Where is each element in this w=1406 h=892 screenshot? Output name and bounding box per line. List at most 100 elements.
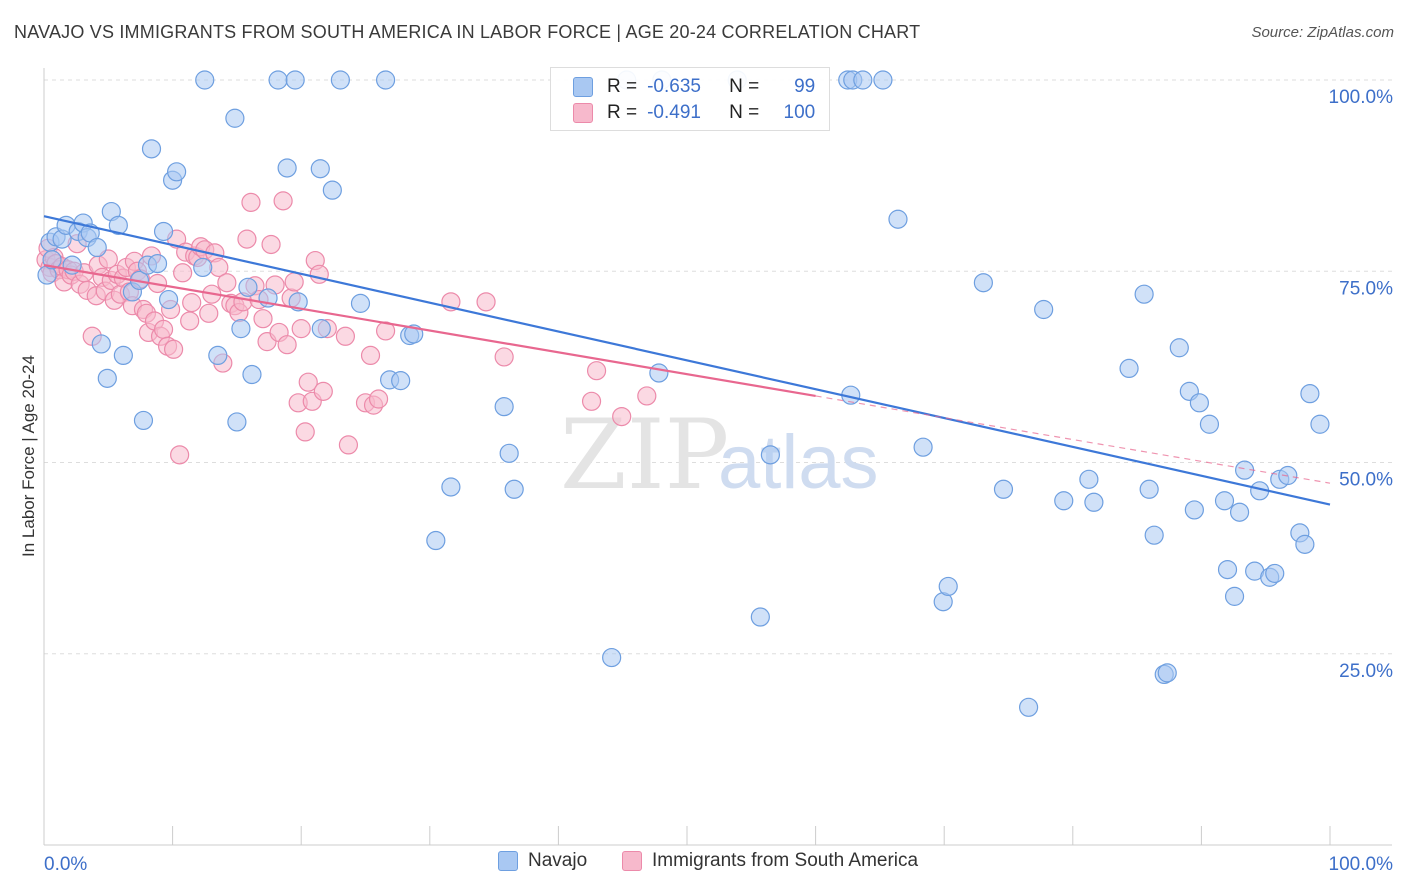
south-america-trend-extension bbox=[815, 395, 1331, 484]
stats-row-navajo: R = -0.635 N = 99 bbox=[573, 76, 815, 98]
south-america-point bbox=[253, 309, 273, 329]
south-america-point bbox=[309, 264, 329, 284]
south-america-trend-line bbox=[43, 264, 816, 398]
south-america-point bbox=[199, 303, 219, 323]
navajo-point bbox=[649, 363, 669, 383]
navajo-point bbox=[1224, 586, 1245, 606]
navajo-point bbox=[1199, 414, 1220, 434]
navajo-point bbox=[195, 70, 215, 90]
legend-label-south-america: Immigrants from South America bbox=[652, 850, 919, 871]
navajo-point bbox=[87, 237, 107, 258]
y-tick-label: 100.0% bbox=[1329, 87, 1394, 108]
navajo-point bbox=[888, 209, 908, 229]
chart-title: NAVAJO VS IMMIGRANTS FROM SOUTH AMERICA … bbox=[14, 22, 921, 42]
stats-legend: R = -0.635 N = 99 R = -0.491 N = 100 bbox=[550, 67, 830, 131]
navajo-point bbox=[426, 530, 446, 551]
y-tick-label: 75.0% bbox=[1339, 278, 1393, 299]
navajo-point bbox=[499, 443, 519, 463]
south-america-point bbox=[164, 339, 184, 359]
navajo-point bbox=[42, 250, 62, 270]
navajo-point bbox=[1157, 663, 1177, 683]
navajo-point bbox=[391, 371, 411, 391]
navajo-r-value: -0.635 bbox=[647, 76, 701, 97]
axes bbox=[43, 68, 1392, 846]
navajo-legend-swatch bbox=[498, 851, 518, 871]
south-america-point bbox=[217, 273, 237, 293]
navajo-point bbox=[750, 607, 770, 627]
source-label: Source: ZipAtlas.com bbox=[1251, 24, 1394, 41]
navajo-point bbox=[1295, 534, 1315, 554]
tick-labels: 25.0% 50.0% 75.0% 100.0% 0.0% 100.0% In Labor … bbox=[19, 87, 1393, 875]
navajo-point bbox=[91, 334, 111, 354]
navajo-point bbox=[1144, 525, 1164, 545]
south-america-point bbox=[182, 293, 202, 313]
legend-label-navajo: Navajo bbox=[528, 850, 588, 871]
navajo-point bbox=[350, 293, 371, 313]
navajo-point bbox=[913, 437, 933, 457]
x-tick-label-min: 0.0% bbox=[44, 854, 87, 875]
navajo-n-value: 99 bbox=[794, 76, 816, 97]
south-america-point bbox=[153, 319, 174, 339]
navajo-point bbox=[1119, 358, 1139, 379]
south-america-point bbox=[241, 192, 261, 212]
navajo-point bbox=[97, 368, 117, 388]
navajo-point bbox=[242, 364, 262, 385]
y-tick-label: 25.0% bbox=[1339, 661, 1393, 682]
n-label: N = bbox=[729, 76, 760, 97]
navajo-point bbox=[1229, 502, 1250, 522]
navajo-point bbox=[873, 70, 893, 90]
navajo-point bbox=[602, 647, 622, 668]
n-label: N = bbox=[729, 102, 760, 123]
trend-lines bbox=[43, 215, 1331, 506]
data-points bbox=[36, 70, 1330, 717]
chart-legend: Navajo Immigrants from South America bbox=[0, 850, 1406, 880]
navajo-point bbox=[225, 108, 245, 128]
navajo-swatch bbox=[573, 77, 593, 97]
navajo-point bbox=[1310, 414, 1330, 434]
navajo-point bbox=[1300, 384, 1320, 404]
legend-item-navajo[interactable]: Navajo bbox=[498, 850, 587, 872]
navajo-point bbox=[277, 158, 297, 178]
navajo-point bbox=[1134, 284, 1154, 304]
south-america-point bbox=[170, 445, 190, 465]
south-america-r-value: -0.491 bbox=[647, 102, 701, 123]
south-america-point bbox=[237, 229, 257, 249]
navajo-point bbox=[322, 180, 342, 200]
south-america-point bbox=[180, 311, 200, 331]
watermark-zip: ZIP bbox=[560, 399, 729, 511]
navajo-point bbox=[167, 162, 187, 182]
watermark-atlas: atlas bbox=[718, 420, 879, 505]
y-axis-title: In Labor Force | Age 20-24 bbox=[19, 355, 38, 557]
south-america-n-value: 100 bbox=[783, 102, 816, 123]
navajo-point bbox=[268, 70, 288, 90]
r-label: R = bbox=[607, 76, 638, 97]
navajo-point bbox=[1018, 697, 1039, 717]
south-america-point bbox=[291, 319, 311, 339]
navajo-point bbox=[285, 70, 305, 90]
navajo-point bbox=[153, 221, 174, 242]
south-america-point bbox=[612, 407, 632, 427]
south-america-point bbox=[360, 345, 381, 365]
navajo-point bbox=[853, 70, 873, 90]
south-america-point bbox=[375, 321, 396, 341]
navajo-point bbox=[231, 319, 251, 339]
navajo-point bbox=[141, 139, 162, 159]
south-america-point bbox=[277, 335, 297, 355]
navajo-point bbox=[441, 477, 461, 497]
south-america-point bbox=[637, 386, 657, 406]
legend-item-south-america[interactable]: Immigrants from South America bbox=[622, 850, 918, 872]
navajo-point bbox=[310, 159, 330, 179]
navajo-point bbox=[1214, 491, 1235, 511]
navajo-point bbox=[311, 319, 331, 339]
navajo-trend-line bbox=[43, 215, 1331, 506]
south-america-swatch bbox=[573, 103, 593, 123]
south-america-point bbox=[261, 234, 281, 255]
navajo-point bbox=[238, 277, 258, 297]
x-tick-label-max: 100.0% bbox=[1329, 854, 1394, 875]
navajo-point bbox=[133, 410, 154, 431]
south-america-legend-swatch bbox=[622, 851, 642, 871]
navajo-point bbox=[1217, 559, 1238, 580]
navajo-point bbox=[227, 412, 247, 432]
navajo-point bbox=[494, 397, 514, 417]
south-america-point bbox=[273, 191, 293, 211]
